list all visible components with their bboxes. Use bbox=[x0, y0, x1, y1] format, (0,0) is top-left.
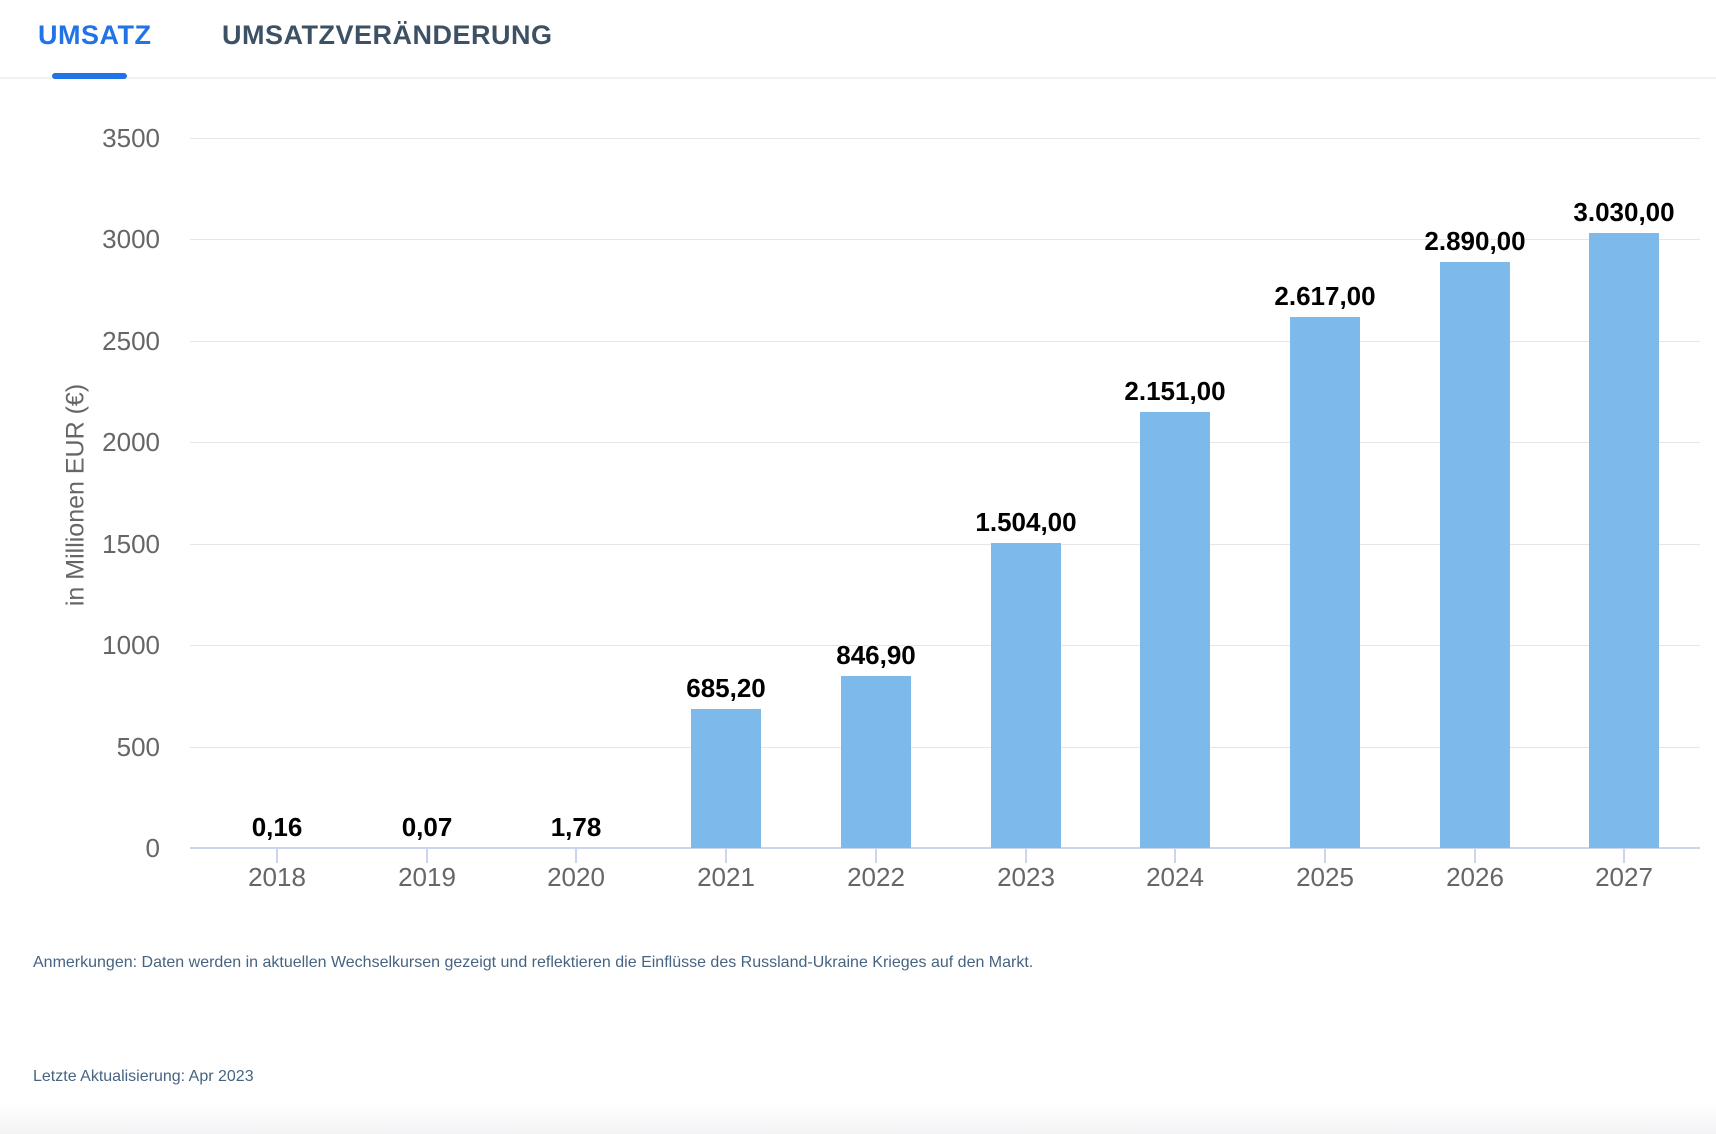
bar-value-label-2025: 2.617,00 bbox=[1274, 281, 1376, 311]
x-tick-2025 bbox=[1324, 849, 1326, 863]
y-tick-label: 3000 bbox=[102, 224, 160, 254]
tab-bar: UMSATZ UMSATZVERÄNDERUNG bbox=[0, 0, 1716, 79]
bottom-fade bbox=[0, 1104, 1716, 1134]
y-tick-label: 0 bbox=[145, 833, 160, 863]
bar-2024[interactable] bbox=[1140, 412, 1210, 848]
bar-value-label-2021: 685,20 bbox=[686, 673, 766, 703]
x-tick-label-2020: 2020 bbox=[547, 862, 605, 892]
bar-value-label-2024: 2.151,00 bbox=[1124, 376, 1226, 406]
x-tick-2026 bbox=[1474, 849, 1476, 863]
x-tick-label-2024: 2024 bbox=[1146, 862, 1204, 892]
bar-2022[interactable] bbox=[841, 676, 911, 848]
y-tick-label: 1500 bbox=[102, 529, 160, 559]
x-tick-2021 bbox=[725, 849, 727, 863]
x-tick-2024 bbox=[1174, 849, 1176, 863]
bar-2026[interactable] bbox=[1440, 262, 1510, 848]
tab-umsatz[interactable]: UMSATZ bbox=[38, 20, 151, 79]
grid-line bbox=[190, 341, 1700, 342]
grid-line bbox=[190, 138, 1700, 139]
bar-value-label-2020: 1,78 bbox=[550, 812, 602, 842]
bar-value-label-2023: 1.504,00 bbox=[975, 507, 1077, 537]
x-tick-2023 bbox=[1025, 849, 1027, 863]
bar-2023[interactable] bbox=[991, 543, 1061, 848]
bar-2021[interactable] bbox=[691, 709, 761, 848]
grid-line bbox=[190, 239, 1700, 240]
y-tick-label: 500 bbox=[116, 732, 160, 762]
tab-umsatz-label: UMSATZ bbox=[38, 20, 152, 50]
grid-line bbox=[190, 442, 1700, 443]
x-tick-label-2026: 2026 bbox=[1446, 862, 1504, 892]
x-tick-label-2019: 2019 bbox=[398, 862, 456, 892]
x-tick-2022 bbox=[875, 849, 877, 863]
x-tick-label-2025: 2025 bbox=[1296, 862, 1354, 892]
x-tick-label-2018: 2018 bbox=[248, 862, 306, 892]
bar-value-label-2026: 2.890,00 bbox=[1424, 226, 1526, 256]
x-tick-2018 bbox=[276, 849, 278, 863]
x-tick-2027 bbox=[1623, 849, 1625, 863]
last-update-note: Letzte Aktualisierung: Apr 2023 bbox=[33, 1068, 254, 1085]
y-tick-label: 2500 bbox=[102, 326, 160, 356]
grid-line bbox=[190, 747, 1700, 748]
x-tick-2019 bbox=[426, 849, 428, 863]
tab-umsatzveraenderung[interactable]: UMSATZVERÄNDERUNG bbox=[222, 20, 553, 79]
y-tick-label: 1000 bbox=[102, 630, 160, 660]
grid-line bbox=[190, 645, 1700, 646]
grid-line bbox=[190, 544, 1700, 545]
bar-value-label-2027: 3.030,00 bbox=[1573, 197, 1675, 227]
y-tick-label: 2000 bbox=[102, 427, 160, 457]
x-axis-line bbox=[190, 847, 1700, 849]
revenue-bar-chart: in Millionen EUR (€) 0 500 1000 1500 2000 250… bbox=[0, 79, 1716, 909]
chart-annotation: Anmerkungen: Daten werden in aktuellen W… bbox=[33, 954, 1034, 971]
bar-value-label-2022: 846,90 bbox=[836, 640, 916, 670]
y-tick-label: 3500 bbox=[102, 123, 160, 153]
x-tick-label-2022: 2022 bbox=[847, 862, 905, 892]
x-tick-label-2023: 2023 bbox=[997, 862, 1055, 892]
x-tick-label-2027: 2027 bbox=[1595, 862, 1653, 892]
tab-bar-divider bbox=[0, 77, 1716, 79]
x-tick-label-2021: 2021 bbox=[697, 862, 755, 892]
active-tab-underline bbox=[52, 73, 127, 79]
bar-2027[interactable] bbox=[1589, 233, 1659, 848]
bar-value-label-2019: 0,07 bbox=[401, 812, 453, 842]
bar-value-label-2018: 0,16 bbox=[251, 812, 303, 842]
x-tick-2020 bbox=[575, 849, 577, 863]
bar-2025[interactable] bbox=[1290, 317, 1360, 848]
tab-umsatzveraenderung-label: UMSATZVERÄNDERUNG bbox=[222, 20, 553, 50]
